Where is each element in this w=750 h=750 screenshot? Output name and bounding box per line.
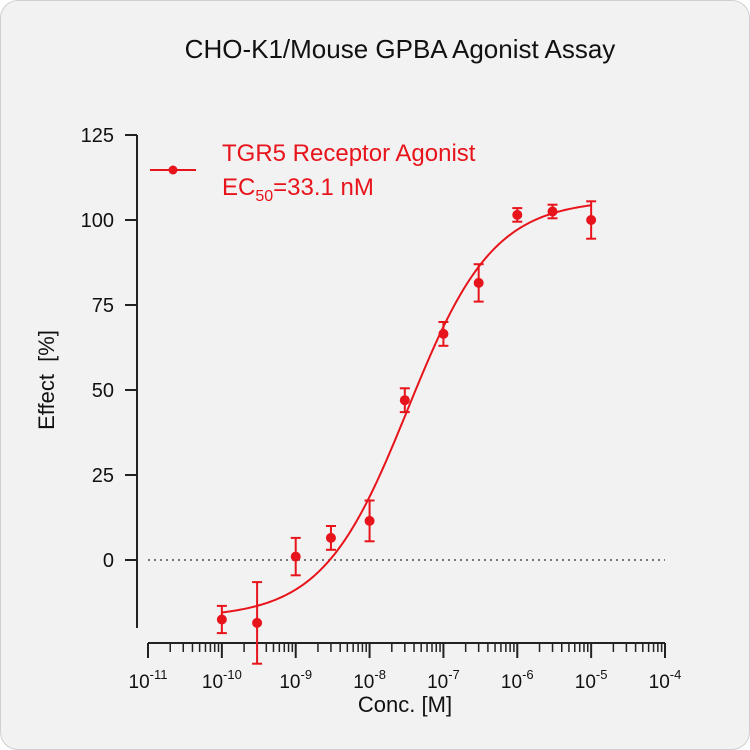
x-tick-label-base: 10 [501,672,522,693]
data-point [586,200,597,240]
x-tick-label-base: 10 [575,672,596,693]
fit-curve-line [221,204,592,614]
x-tick-label-exponent: -8 [374,667,386,682]
x-tick-label-exponent: -11 [150,667,168,682]
y-tick-label: 125 [81,125,114,147]
chart-title: CHO-K1/Mouse GPBA Agonist Assay [185,34,616,64]
x-tick-label: 10-11 [129,667,168,693]
data-point [438,321,449,347]
fit-curve [221,204,592,614]
legend-ec50-prefix: EC [222,174,255,201]
legend-ec50-subscript: 50 [255,188,273,205]
x-tick-label-base: 10 [649,672,670,693]
x-tick-label-base: 10 [202,672,223,693]
x-tick-label-exponent: -10 [223,667,242,682]
x-tick-label-exponent: -9 [301,667,313,682]
x-tick-label: 10-10 [202,667,242,693]
data-point [290,536,301,577]
x-tick-label-exponent: -7 [448,667,460,682]
legend-marker [168,165,178,175]
x-tick-label-base: 10 [129,672,150,693]
y-tick-label: 100 [81,210,114,232]
x-tick-label: 10-6 [501,667,534,693]
x-tick-label: 10-9 [279,667,312,693]
data-point [364,499,375,543]
point-marker [216,614,227,625]
x-tick-label-exponent: -6 [522,667,534,682]
x-tick-label-exponent: -4 [670,667,682,682]
x-tick-label-exponent: -5 [596,667,608,682]
x-tick-label-base: 10 [279,672,300,693]
y-tick-label: 0 [103,550,114,572]
x-tick-label: 10-4 [649,667,682,693]
point-marker [547,206,558,217]
point-marker [586,215,597,225]
data-point [512,207,523,223]
data-point [473,263,484,303]
x-tick-label-base: 10 [427,672,448,693]
data-point [325,525,336,551]
point-marker [399,395,410,406]
x-axis-label: Conc. [M] [358,692,452,717]
x-tick-label: 10-7 [427,667,460,693]
legend: TGR5 Receptor Agonist EC50=33.1 nM [150,140,476,205]
y-axis-label: Effect [%] [34,330,59,430]
legend-series-name: TGR5 Receptor Agonist [222,140,476,167]
x-tick-label: 10-8 [353,667,386,693]
point-marker [252,617,263,628]
point-marker [473,277,484,288]
point-marker [325,532,336,543]
legend-ec50: EC50=33.1 nM [222,174,374,205]
x-ticks: 10-11 10-10 10-9 10-8 10-7 10-6 10-5 10-4 [129,643,682,693]
point-marker [512,209,523,220]
x-tick-label: 10-5 [575,667,608,693]
y-tick-label: 25 [92,465,114,487]
y-tick-label: 50 [92,380,114,402]
point-marker [364,515,375,526]
data-point [252,581,263,665]
point-marker [438,328,449,339]
y-ticks: 0 25 50 75 100 125 [81,125,137,572]
y-tick-label: 75 [92,295,114,317]
data-point [547,203,558,220]
data-point [399,387,410,414]
x-tick-label-base: 10 [353,672,374,693]
point-marker [290,551,301,562]
legend-ec50-value: =33.1 nM [273,174,374,201]
data-points [216,200,597,665]
data-point [216,604,227,635]
